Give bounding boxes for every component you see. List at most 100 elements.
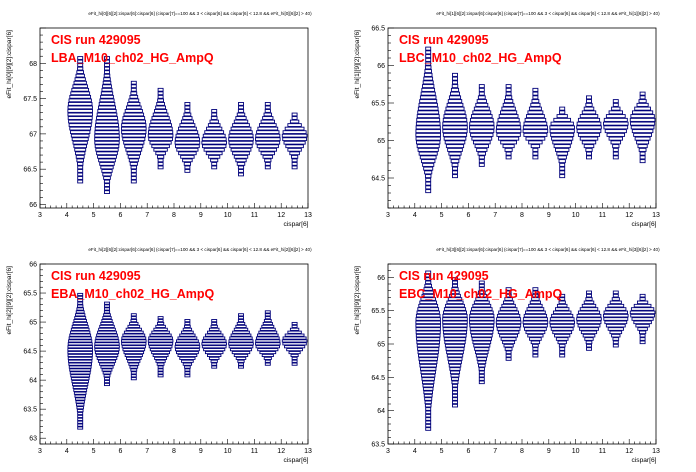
histogram-box xyxy=(77,417,84,421)
histogram-box xyxy=(291,112,298,117)
histogram-box xyxy=(425,185,432,190)
histogram-box xyxy=(473,343,491,348)
histogram-box xyxy=(531,297,540,301)
histogram-box xyxy=(444,343,466,348)
histogram-box xyxy=(559,347,566,351)
x-tick-label: 13 xyxy=(652,212,660,219)
histogram-box xyxy=(603,317,629,321)
histogram-box xyxy=(443,337,467,341)
histogram-box xyxy=(94,137,120,142)
histogram-box xyxy=(532,350,539,355)
candle-stack xyxy=(228,313,254,369)
histogram-box xyxy=(228,342,254,346)
histogram-box xyxy=(264,162,271,166)
histogram-box xyxy=(448,360,462,365)
histogram-box xyxy=(130,169,137,173)
histogram-box xyxy=(257,348,279,352)
histogram-box xyxy=(125,356,142,360)
histogram-box xyxy=(74,77,86,82)
histogram-box xyxy=(77,298,84,302)
histogram-box xyxy=(235,356,247,360)
histogram-box xyxy=(415,320,441,325)
histogram-box xyxy=(77,59,84,64)
histogram-box xyxy=(451,380,459,385)
histogram-box xyxy=(99,324,115,328)
histogram-box xyxy=(418,102,438,107)
x-tick-label: 4 xyxy=(413,448,417,455)
histogram-box xyxy=(416,140,441,145)
histogram-box xyxy=(67,102,93,106)
histogram-box xyxy=(147,133,174,138)
candle-stack xyxy=(522,87,549,160)
histogram-box xyxy=(184,365,191,369)
x-tick-label: 9 xyxy=(547,212,551,219)
candle-stack xyxy=(281,112,308,170)
histogram-box xyxy=(577,323,601,328)
histogram-box xyxy=(418,360,438,365)
x-tick-label: 4 xyxy=(413,212,417,219)
y-tick-label: 65 xyxy=(377,342,385,349)
histogram-box xyxy=(505,287,512,291)
histogram-box xyxy=(211,319,218,323)
x-tick-label: 8 xyxy=(520,448,524,455)
x-tick-label: 6 xyxy=(118,212,122,219)
histogram-box xyxy=(522,129,549,134)
x-tick-label: 11 xyxy=(599,448,606,455)
histogram-box xyxy=(451,162,459,167)
histogram-box xyxy=(584,337,594,341)
histogram-box xyxy=(422,290,434,295)
histogram-box xyxy=(471,307,493,311)
histogram-box xyxy=(127,359,141,363)
histogram-box xyxy=(415,330,441,335)
histogram-box xyxy=(127,154,140,159)
histogram-box xyxy=(497,117,520,122)
histogram-box xyxy=(417,147,439,152)
histogram-box xyxy=(201,345,227,349)
histogram-box xyxy=(495,129,522,134)
histogram-box xyxy=(556,114,568,119)
histogram-box xyxy=(502,340,516,345)
candle-stack xyxy=(255,102,281,170)
histogram-box xyxy=(417,106,439,111)
histogram-box xyxy=(639,297,646,301)
histogram-box xyxy=(100,321,114,326)
histogram-box xyxy=(104,56,110,60)
histogram-box xyxy=(104,301,110,305)
histogram-box xyxy=(471,136,493,141)
histogram-box xyxy=(472,340,492,345)
histogram-box xyxy=(612,144,620,149)
histogram-box xyxy=(557,155,567,160)
y-tick-label: 65.5 xyxy=(23,291,37,298)
histogram-box xyxy=(478,367,485,371)
histogram-box xyxy=(176,130,199,134)
histogram-box xyxy=(418,303,439,308)
histogram-box xyxy=(630,125,655,130)
histogram-box xyxy=(104,307,110,311)
histogram-box xyxy=(291,324,298,328)
histogram-box xyxy=(154,356,168,360)
histogram-box xyxy=(184,319,191,323)
histogram-box xyxy=(149,140,172,145)
histogram-box xyxy=(452,280,458,285)
histogram-box xyxy=(447,99,463,104)
histogram-box xyxy=(496,317,522,321)
x-tick-label: 13 xyxy=(304,212,312,219)
histogram-box xyxy=(583,144,595,149)
histogram-box xyxy=(603,121,629,126)
histogram-box xyxy=(228,339,254,343)
histogram-box xyxy=(72,382,89,387)
histogram-box xyxy=(452,393,458,398)
histogram-box xyxy=(583,300,595,305)
histogram-box xyxy=(425,46,432,51)
histogram-box xyxy=(424,65,432,70)
histogram-box xyxy=(184,102,191,106)
histogram-box xyxy=(183,112,192,117)
histogram-box xyxy=(258,123,277,127)
histogram-box xyxy=(174,137,200,142)
histogram-box xyxy=(67,112,93,117)
histogram-box xyxy=(259,350,277,355)
candle-stack xyxy=(67,56,93,184)
histogram-box xyxy=(418,357,438,361)
histogram-box xyxy=(77,165,84,170)
histogram-box xyxy=(449,370,461,375)
